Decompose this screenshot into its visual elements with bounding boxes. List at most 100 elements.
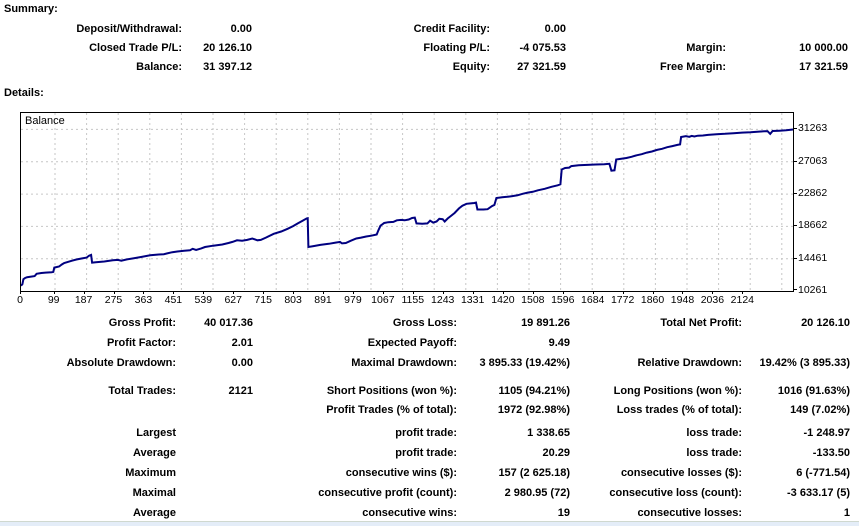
x-axis-tick-mark	[323, 291, 325, 294]
x-axis-tick-mark	[442, 291, 444, 294]
x-axis-tick-mark	[20, 291, 21, 294]
largest-profit-trade-label: profit trade:	[395, 427, 457, 439]
maximal-consecutive-profit-label: consecutive profit (count):	[318, 487, 457, 499]
maximal-consecutive-loss-value: -3 633.17 (5)	[787, 487, 850, 499]
avg-consecutive-wins-label: consecutive wins:	[362, 507, 457, 519]
x-axis-tick-mark	[382, 291, 384, 294]
y-axis-tick-mark	[793, 225, 797, 227]
maximal-drawdown-label: Maximal Drawdown:	[351, 357, 457, 369]
relative-drawdown-value: 19.42% (3 895.33)	[759, 357, 850, 369]
chart-series-label: Balance	[25, 115, 65, 127]
absolute-drawdown-label: Absolute Drawdown:	[66, 357, 176, 369]
balance-value: 31 397.12	[203, 61, 252, 73]
floating-pl-value: -4 075.53	[519, 42, 566, 54]
expected-payoff-value: 9.49	[548, 337, 570, 349]
x-axis-tick-label: 1772	[610, 294, 635, 306]
x-axis-tick-mark	[532, 291, 534, 294]
x-axis-tick-mark	[412, 291, 414, 294]
x-axis-tick-label: 627	[224, 294, 242, 306]
x-axis-tick-label: 803	[284, 294, 302, 306]
x-axis-tick-label: 0	[17, 294, 23, 306]
absolute-drawdown-value: 0.00	[231, 357, 253, 369]
x-axis-tick-label: 275	[104, 294, 123, 306]
free-margin-value: 17 321.59	[799, 61, 848, 73]
x-axis-tick-mark	[143, 291, 145, 294]
largest-profit-trade-value: 1 338.65	[527, 427, 570, 439]
avg-consecutive-losses-value: 1	[843, 507, 850, 519]
credit-facility-value: 0.00	[544, 23, 566, 35]
summary-row: Deposit/Withdrawal: 0.00 Credit Facility…	[0, 23, 859, 36]
x-axis-tick-label: 1860	[640, 294, 665, 306]
max-consecutive-wins-value: 157 (2 625.18)	[498, 467, 570, 479]
details-row: Maximum consecutive wins ($): 157 (2 625…	[0, 467, 859, 480]
credit-facility-label: Credit Facility:	[413, 23, 490, 35]
profit-trades-value: 1972 (92.98%)	[497, 404, 570, 416]
x-axis-tick-mark	[472, 291, 474, 294]
summary-row: Closed Trade P/L: 20 126.10 Floating P/L…	[0, 42, 859, 55]
maximal-drawdown-value: 3 895.33 (19.42%)	[479, 357, 570, 369]
largest-row-label: Largest	[136, 427, 176, 439]
margin-value: 10 000.00	[799, 42, 848, 54]
x-axis-tick-mark	[233, 291, 235, 294]
y-axis-tick-label: 22862	[798, 187, 828, 200]
average-profit-trade-value: 20.29	[542, 447, 570, 459]
closed-trade-pl-label: Closed Trade P/L:	[89, 42, 182, 54]
gross-profit-label: Gross Profit:	[108, 317, 176, 329]
loss-trades-label: Loss trades (% of total):	[616, 404, 742, 416]
x-axis-tick-label: 1420	[491, 294, 515, 306]
y-axis-tick-mark	[793, 193, 797, 195]
details-row: Maximal consecutive profit (count): 2 98…	[0, 487, 859, 500]
maximal-consecutive-loss-label: consecutive loss (count):	[609, 487, 742, 499]
maximal-consecutive-profit-value: 2 980.95 (72)	[504, 487, 570, 499]
y-axis-tick-mark	[793, 289, 797, 290]
x-axis-tick-mark	[53, 291, 55, 294]
x-axis-tick-mark	[592, 291, 594, 294]
average-row-label: Average	[132, 507, 176, 519]
average-loss-trade-value: -133.50	[812, 447, 850, 459]
x-axis-tick-mark	[502, 291, 504, 294]
x-axis-tick-mark	[113, 291, 115, 294]
x-axis-tick-mark	[263, 291, 265, 294]
x-axis-tick-label: 1948	[670, 294, 695, 306]
x-axis-tick-mark	[562, 291, 564, 294]
x-axis-tick-label: 1067	[371, 294, 395, 306]
x-axis-tick-mark	[712, 291, 714, 294]
free-margin-label: Free Margin:	[659, 61, 726, 73]
x-axis-tick-label: 99	[47, 294, 60, 306]
maximal-row-label: Maximal	[132, 487, 176, 499]
max-consecutive-wins-label: consecutive wins ($):	[345, 467, 457, 479]
summary-row: Balance: 31 397.12 Equity: 27 321.59 Fre…	[0, 61, 859, 74]
x-axis-tick-label: 451	[164, 294, 183, 306]
x-axis-tick-label: 715	[254, 294, 272, 306]
x-axis-tick-label: 891	[314, 294, 332, 306]
max-consecutive-losses-label: consecutive losses ($):	[620, 467, 742, 479]
x-axis-tick-label: 187	[74, 294, 93, 306]
y-axis-tick-label: 10261	[798, 284, 828, 296]
details-row: Total Trades: 2121 Short Positions (won …	[0, 385, 859, 398]
largest-loss-trade-value: -1 248.97	[803, 427, 850, 439]
loss-trades-value: 149 (7.02%)	[790, 404, 850, 416]
total-trades-label: Total Trades:	[108, 385, 176, 397]
summary-section-title: Summary:	[4, 3, 58, 15]
y-axis-tick-label: 14461	[798, 251, 828, 264]
total-trades-value: 2121	[228, 385, 253, 397]
total-net-profit-value: 20 126.10	[801, 317, 850, 329]
deposit-withdrawal-value: 0.00	[230, 23, 252, 35]
y-axis-tick-mark	[793, 160, 797, 162]
x-axis-tick-label: 1684	[581, 294, 605, 306]
x-axis-tick-label: 979	[344, 294, 362, 306]
x-axis-tick-label: 1596	[551, 294, 575, 306]
x-axis-labels: 0 99 187 275 363 451 539 627 715 803 891 979 1067 115…	[17, 294, 792, 306]
balance-label: Balance:	[136, 61, 182, 73]
x-axis-tick-label: 539	[194, 294, 213, 306]
y-axis-tick-label: 27063	[798, 154, 828, 167]
equity-value: 27 321.59	[517, 61, 566, 73]
x-axis-tick-label: 1155	[401, 294, 425, 306]
y-axis-tick-label: 31263	[798, 122, 828, 135]
largest-loss-trade-label: loss trade:	[686, 427, 742, 439]
average-profit-trade-label: profit trade:	[395, 447, 457, 459]
y-axis-tick-mark	[793, 257, 797, 259]
expected-payoff-label: Expected Payoff:	[367, 337, 457, 349]
x-axis-tick-label: 1508	[521, 294, 545, 306]
